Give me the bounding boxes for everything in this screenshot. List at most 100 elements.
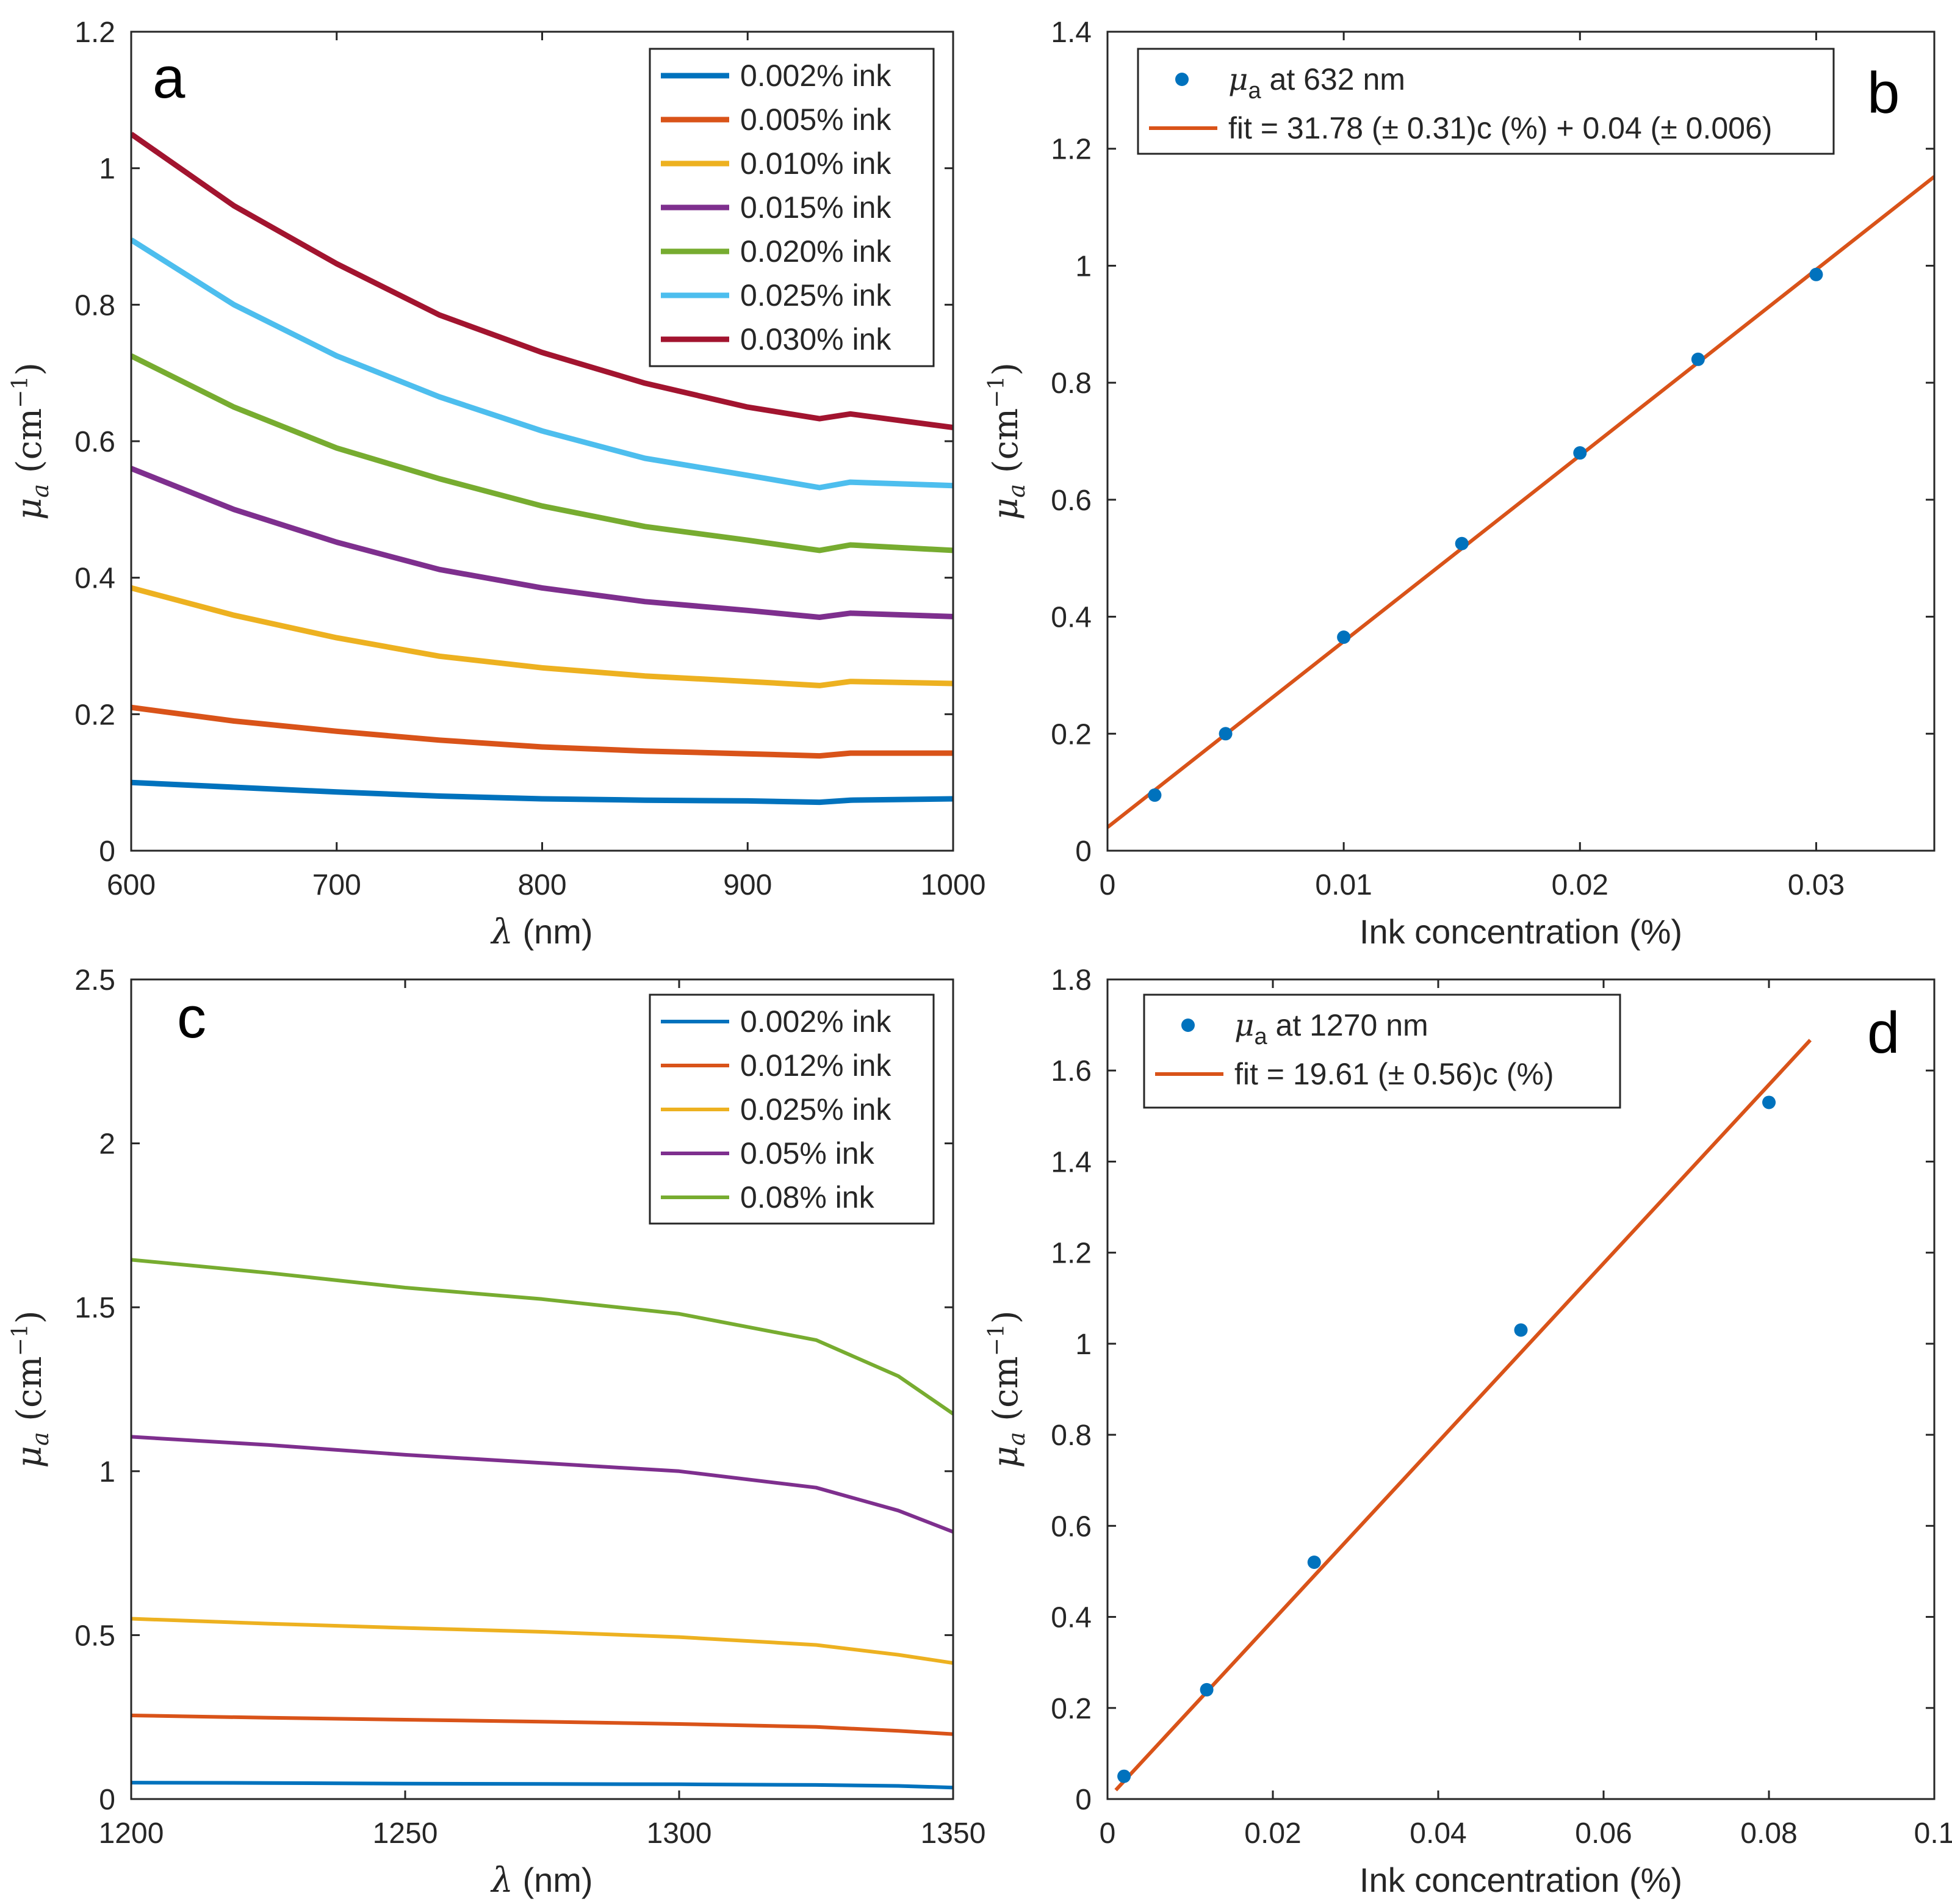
x-tick-label: 1250 [373, 1817, 438, 1850]
panel-letter: a [153, 45, 185, 110]
legend-entry: 0.015% ink [740, 190, 891, 225]
legend-entry: 0.005% ink [740, 103, 891, 137]
y-tick-label: 1.8 [1051, 964, 1092, 997]
legend: μa at 632 nm fit = 31.78 (± 0.31)c (%) + … [1137, 48, 1835, 155]
axes-frame [130, 31, 954, 852]
legend: 0.002% ink 0.012% ink 0.025% ink 0.05% ink 0… [649, 993, 935, 1225]
y-tick-label: 1.6 [1051, 1055, 1092, 1087]
panel-letter: d [1867, 1000, 1900, 1066]
panel-b: 0 0.01 0.02 0.03 0 0.2 0.4 0.6 0.8 1 1.2 1.4 Ink con… [984, 16, 1936, 951]
data-point [1691, 352, 1705, 366]
y-tick-label: 0 [99, 835, 115, 868]
series-line [131, 466, 953, 620]
x-axis-label: λ (nm) [490, 912, 592, 952]
y-tick-label: 1.5 [74, 1292, 115, 1324]
x-tick-label: 600 [107, 869, 156, 901]
legend-box [1143, 993, 1621, 1109]
x-tick-label: 0 [1100, 1817, 1116, 1850]
data-point [1337, 630, 1351, 644]
x-axis-label: Ink concentration (%) [1360, 1861, 1682, 1899]
legend-entry: 0.030% ink [740, 322, 891, 356]
data-point [1762, 1095, 1776, 1109]
y-tick-label: 0.4 [1051, 1602, 1092, 1634]
legend-entry: fit = 19.61 (± 0.56)c (%) [1234, 1057, 1554, 1091]
axes-frame [1106, 31, 1936, 852]
data-point [1148, 788, 1162, 802]
fit-line [1114, 1039, 1812, 1792]
x-tick-label: 900 [723, 869, 772, 901]
y-tick-label: 1.4 [1051, 1146, 1092, 1178]
y-tick-label: 0.4 [74, 563, 115, 595]
y-tick-label: 2 [99, 1128, 115, 1161]
panel-d: 0 0.02 0.04 0.06 0.08 0.1 0 0.2 0.4 0.6 0.8 1 1.2 1.4… [984, 964, 1952, 1899]
legend-entry: 0.002% ink [740, 59, 891, 93]
panel-a: 600 700 800 900 1000 0 0.2 0.4 0.6 0.8 1 1.2 λ (nm) μ… [8, 16, 985, 952]
x-tick-label: 1350 [921, 1817, 986, 1850]
y-axis-label: μa (cm−1) [984, 1310, 1030, 1468]
legend: μa at 1270 nm fit = 19.61 (± 0.56)c (%) [1143, 993, 1621, 1109]
legend-entry: 0.012% ink [740, 1048, 891, 1083]
legend-entry: fit = 31.78 (± 0.31)c (%) + 0.04 (± 0.00… [1228, 111, 1772, 145]
series-line [131, 585, 953, 688]
panel-letter: b [1867, 60, 1900, 126]
y-tick-label: 0.4 [1051, 602, 1092, 634]
series-line [131, 353, 953, 554]
x-tick-label: 800 [517, 869, 566, 901]
x-tick-label: 0.04 [1410, 1817, 1466, 1850]
legend-entry: 0.010% ink [740, 146, 891, 181]
legend-entry: 0.05% ink [740, 1136, 875, 1170]
legend-entry: 0.025% ink [740, 1092, 891, 1127]
y-tick-label: 0.8 [1051, 367, 1092, 400]
x-tick-label: 0.08 [1740, 1817, 1797, 1850]
series-line [131, 1258, 953, 1416]
y-tick-label: 0.8 [1051, 1419, 1092, 1452]
x-tick-label: 0.03 [1788, 869, 1845, 901]
x-axis-label: Ink concentration (%) [1360, 912, 1682, 951]
data-point [1455, 536, 1469, 550]
axes-frame [1106, 978, 1936, 1800]
x-tick-label: 0.06 [1575, 1817, 1632, 1850]
legend-entry: 0.020% ink [740, 234, 891, 269]
x-tick-label: 1300 [647, 1817, 712, 1850]
legend-marker [1181, 1019, 1195, 1032]
y-tick-label: 2.5 [74, 964, 115, 997]
legend-box [649, 48, 935, 367]
legend-entry: μa at 1270 nm [1234, 1008, 1428, 1050]
panel-letter: c [177, 985, 206, 1050]
y-tick-label: 0 [1075, 1784, 1092, 1816]
y-tick-label: 0.2 [74, 699, 115, 731]
legend-entry: 0.002% ink [740, 1004, 891, 1039]
y-tick-label: 1 [99, 153, 115, 186]
y-tick-label: 0.6 [1051, 1510, 1092, 1543]
y-tick-label: 1 [99, 1456, 115, 1488]
series-line [131, 132, 953, 431]
data-point [1200, 1682, 1214, 1697]
y-tick-label: 0.5 [74, 1620, 115, 1652]
y-tick-label: 1.2 [1051, 1238, 1092, 1270]
y-tick-label: 0.6 [1051, 485, 1092, 517]
y-tick-label: 0 [99, 1784, 115, 1816]
panel-c: 1200 1250 1300 1350 0 0.5 1 1.5 2 2.5 λ (nm) μa (cm… [8, 964, 985, 1900]
x-tick-label: 1000 [921, 869, 986, 901]
x-axis-label: λ (nm) [490, 1861, 592, 1900]
legend-entry: μa at 632 nm [1228, 62, 1405, 104]
y-axis-label: μa (cm−1) [984, 362, 1030, 520]
x-tick-label: 0.01 [1315, 869, 1372, 901]
data-point [1117, 1769, 1131, 1783]
y-tick-label: 0 [1075, 835, 1092, 868]
series-line [131, 779, 953, 806]
series-line [131, 1435, 953, 1534]
data-point [1219, 727, 1233, 741]
legend: 0.002% ink 0.005% ink 0.010% ink 0.015% ink… [649, 48, 935, 367]
x-tick-label: 700 [312, 869, 361, 901]
y-tick-label: 1 [1075, 250, 1092, 283]
series-line [131, 1617, 953, 1665]
y-tick-label: 1.2 [1051, 134, 1092, 166]
legend-marker [1175, 73, 1189, 86]
legend-box [1137, 48, 1835, 155]
series-line [131, 1714, 953, 1736]
data-point [1809, 267, 1823, 281]
series-line [131, 704, 953, 759]
axes-frame [130, 978, 954, 1800]
